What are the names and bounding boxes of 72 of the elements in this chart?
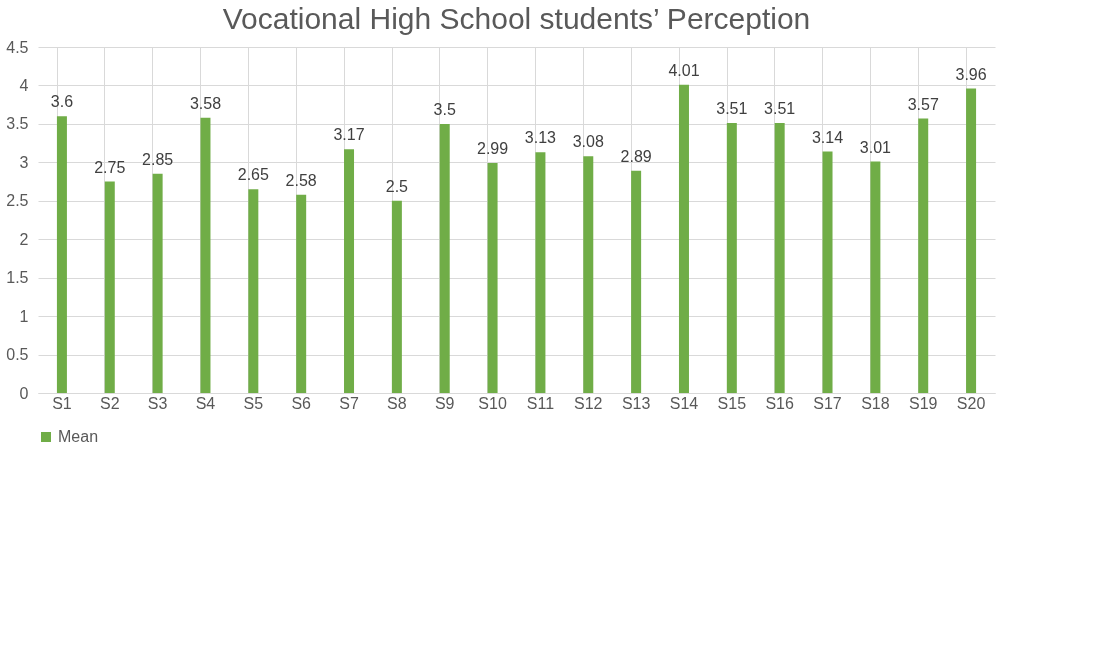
- data-label: 3.5: [433, 100, 456, 118]
- bar: [870, 161, 881, 393]
- y-tick-label: 1: [19, 307, 29, 325]
- x-tick-label: S4: [195, 394, 216, 412]
- data-label: 3.57: [907, 95, 939, 113]
- y-tick-label: 2: [19, 230, 29, 248]
- x-tick-label: S7: [339, 394, 359, 412]
- data-label: 2.5: [385, 177, 409, 195]
- data-label: 3.08: [572, 133, 604, 151]
- data-label: 3.96: [955, 65, 987, 83]
- bar: [296, 194, 307, 393]
- bar: [487, 163, 498, 393]
- bar: [918, 118, 929, 393]
- x-tick-label: S8: [387, 394, 407, 412]
- data-label: 3.51: [716, 100, 748, 118]
- data-label: 3.51: [764, 100, 796, 118]
- x-tick-label: S2: [99, 394, 120, 412]
- bar: [104, 181, 115, 393]
- data-label: 2.99: [477, 140, 509, 158]
- data-label: 3.13: [524, 129, 557, 147]
- y-tick-label: 2.5: [6, 192, 29, 210]
- x-tick-label: S20: [956, 394, 986, 412]
- bar: [248, 189, 259, 393]
- bar: [678, 84, 689, 393]
- data-label: 2.85: [142, 150, 174, 168]
- y-tick-label: 1.5: [6, 269, 29, 287]
- x-tick-label: S3: [147, 394, 168, 412]
- data-label: 3.58: [189, 94, 222, 112]
- bar: [966, 88, 977, 393]
- x-tick-label: S1: [52, 394, 72, 412]
- data-label: 3.6: [50, 93, 74, 111]
- bar: [56, 116, 67, 393]
- x-tick-label: S9: [434, 394, 455, 412]
- y-tick-label: 0: [19, 384, 29, 402]
- y-tick-label: 3.5: [6, 115, 29, 133]
- data-label: 2.65: [237, 166, 269, 184]
- x-tick-label: S6: [291, 394, 312, 412]
- data-label: 3.01: [859, 138, 892, 156]
- bar: [439, 123, 450, 393]
- x-tick-label: S14: [669, 394, 699, 412]
- y-tick-label: 0.5: [6, 346, 29, 364]
- bar: [726, 123, 737, 393]
- bar: [152, 173, 163, 393]
- data-label: 2.75: [94, 158, 126, 176]
- chart-title: Vocational High School students’ Perception: [222, 2, 811, 35]
- y-tick-label: 4.5: [6, 38, 29, 56]
- bar: [583, 156, 594, 393]
- x-tick-label: S11: [526, 394, 555, 412]
- bar: [344, 149, 355, 393]
- bar: [822, 151, 833, 393]
- bar: [774, 123, 785, 393]
- bar: [631, 170, 642, 393]
- data-label: 3.14: [811, 128, 844, 146]
- x-tick-label: S15: [717, 394, 747, 412]
- data-label: 2.89: [620, 147, 652, 165]
- x-tick-label: S18: [861, 394, 890, 412]
- x-tick-label: S13: [621, 394, 651, 412]
- x-tick-label: S17: [813, 394, 842, 412]
- bar: [200, 117, 211, 393]
- data-label: 3.17: [333, 126, 365, 144]
- x-tick-label: S5: [243, 394, 264, 412]
- data-label: 2.58: [285, 171, 317, 189]
- x-tick-label: S19: [908, 394, 938, 412]
- legend-label: Mean: [58, 428, 99, 445]
- x-tick-label: S10: [478, 394, 507, 412]
- x-tick-label: S12: [574, 394, 603, 412]
- y-tick-label: 3: [19, 153, 29, 171]
- bar: [391, 200, 402, 393]
- x-tick-label: S16: [765, 394, 795, 412]
- y-tick-label: 4: [19, 76, 29, 94]
- bar: [535, 152, 546, 393]
- data-label: 4.01: [668, 61, 700, 79]
